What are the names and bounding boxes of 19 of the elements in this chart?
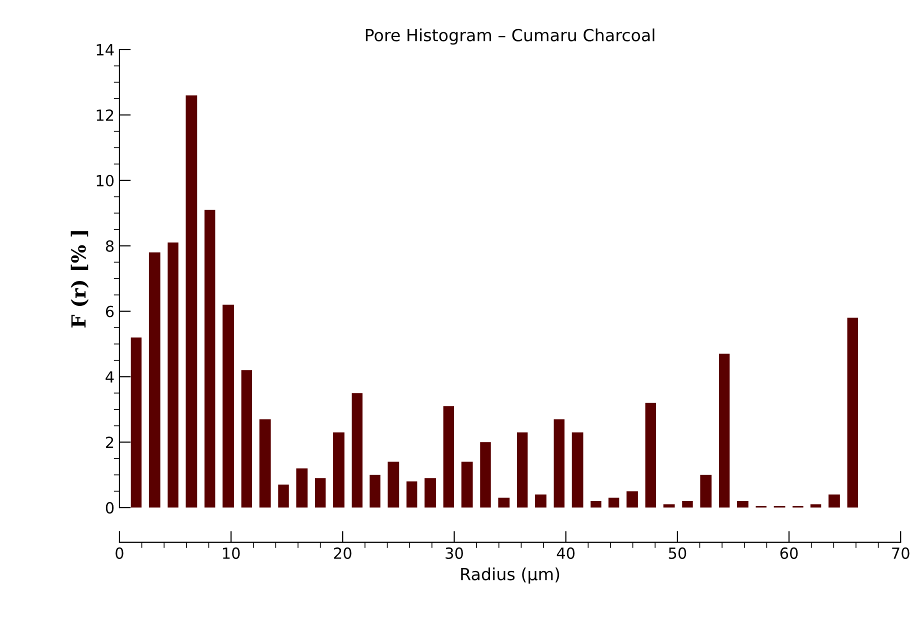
x-tick-label: 20	[334, 547, 352, 559]
y-tick-label: 0	[106, 502, 114, 514]
x-tick-label: 40	[556, 547, 575, 559]
y-tick-label: 14	[96, 44, 114, 56]
y-tick-label: 4	[106, 371, 114, 383]
x-tick-label: 30	[446, 547, 463, 559]
x-axis-title: Radius (µm)	[461, 568, 560, 584]
x-tick-label: 50	[668, 547, 686, 559]
y-tick-label: 6	[106, 306, 114, 318]
chart-title: Pore Histogram – Cumaru Charcoal	[366, 28, 654, 45]
x-tick-label: 60	[780, 547, 798, 559]
y-tick-label: 8	[106, 240, 114, 252]
y-tick-label: 10	[96, 174, 114, 186]
y-tick-label: 2	[106, 436, 114, 448]
x-tick-label: 0	[116, 547, 124, 559]
x-tick-label: 70	[892, 547, 910, 559]
y-tick-label: 12	[96, 109, 114, 121]
x-tick-label: 10	[223, 547, 240, 559]
y-axis-title: F (r) [% ]	[70, 231, 89, 328]
